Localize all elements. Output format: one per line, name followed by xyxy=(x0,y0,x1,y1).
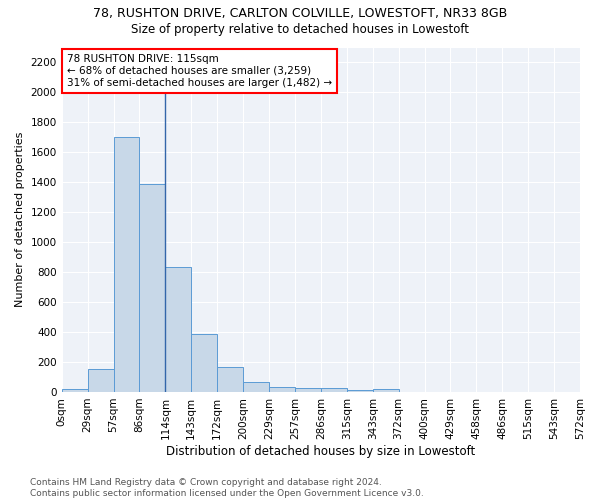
Text: 78 RUSHTON DRIVE: 115sqm
← 68% of detached houses are smaller (3,259)
31% of sem: 78 RUSHTON DRIVE: 115sqm ← 68% of detach… xyxy=(67,54,332,88)
Bar xyxy=(321,388,347,392)
Bar xyxy=(62,389,88,392)
Text: 78, RUSHTON DRIVE, CARLTON COLVILLE, LOWESTOFT, NR33 8GB: 78, RUSHTON DRIVE, CARLTON COLVILLE, LOW… xyxy=(93,8,507,20)
Bar xyxy=(88,368,113,392)
Bar xyxy=(347,390,373,392)
Bar xyxy=(191,334,217,392)
Bar xyxy=(243,382,269,392)
Bar xyxy=(269,387,295,392)
Y-axis label: Number of detached properties: Number of detached properties xyxy=(15,132,25,308)
X-axis label: Distribution of detached houses by size in Lowestoft: Distribution of detached houses by size … xyxy=(166,444,475,458)
Text: Size of property relative to detached houses in Lowestoft: Size of property relative to detached ho… xyxy=(131,22,469,36)
Bar xyxy=(217,367,243,392)
Bar xyxy=(113,138,139,392)
Text: Contains HM Land Registry data © Crown copyright and database right 2024.
Contai: Contains HM Land Registry data © Crown c… xyxy=(30,478,424,498)
Bar xyxy=(139,184,166,392)
Bar xyxy=(373,390,398,392)
Bar xyxy=(166,267,191,392)
Bar xyxy=(295,388,321,392)
